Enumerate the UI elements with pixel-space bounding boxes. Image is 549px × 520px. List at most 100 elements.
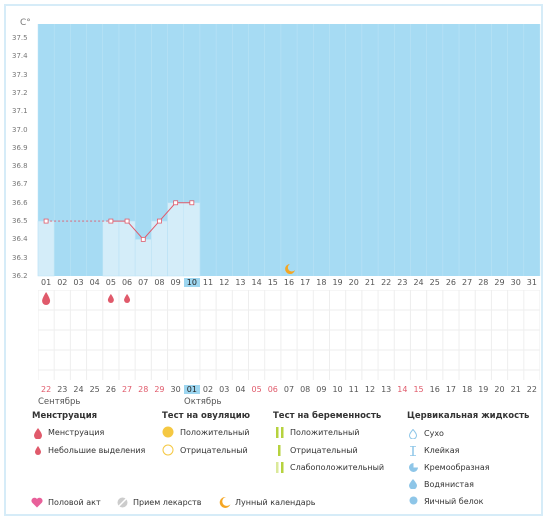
cycle-date-label[interactable]: 27 [121,385,133,394]
watery-drop-icon [409,479,417,489]
temperature-point [43,218,49,224]
cycle-date-label[interactable]: 29 [154,385,165,394]
day-label[interactable]: 21 [364,278,376,287]
temperature-chart [37,24,541,277]
y-tick-label: 36.3 [12,253,28,262]
moon-icon [285,264,295,274]
day-label[interactable]: 17 [300,278,311,287]
cycle-date-label[interactable]: 05 [251,385,262,394]
moon-icon [219,496,231,508]
day-label[interactable]: 12 [219,278,230,287]
temperature-bar [134,239,152,277]
cycle-date-label[interactable]: 22 [526,385,537,394]
day-label[interactable]: 14 [251,278,262,287]
menstruation-drop-icon [34,428,42,439]
day-label[interactable]: 08 [154,278,165,287]
cycle-date-label[interactable]: 06 [267,385,278,394]
day-label[interactable]: 26 [445,278,457,287]
day-label[interactable]: 04 [89,278,100,287]
temperature-bar [151,220,168,277]
cycle-date-label[interactable]: 01 [183,385,200,394]
day-label[interactable]: 28 [478,278,489,287]
cycle-date-label[interactable]: 11 [348,385,359,394]
day-label[interactable]: 20 [348,278,359,287]
legend-ovulation-title: Тест на овуляцию [162,411,251,421]
day-label[interactable]: 16 [283,278,295,287]
legend-cervical-creamy: Кремообразная [424,463,490,472]
cycle-date-label[interactable]: 30 [170,385,181,394]
legend-cervical-sticky: Клейкая [424,446,460,455]
temperature-point [124,218,130,224]
day-label[interactable]: 11 [202,278,214,287]
cycle-date-label[interactable]: 20 [494,385,505,394]
cycle-date-label[interactable]: 10 [332,385,343,394]
legend-cervical-egg-white: Яичный белок [424,497,484,506]
day-label[interactable]: 31 [526,278,537,287]
cycle-date-label[interactable]: 12 [364,385,376,394]
day-label[interactable]: 23 [397,278,408,287]
cycle-date-label[interactable]: 28 [138,385,149,394]
day-label[interactable]: 15 [267,278,278,287]
day-label[interactable]: 19 [332,278,343,287]
cycle-date-label[interactable]: 18 [462,385,473,394]
legend-small-discharge-item: Небольшие выделения [48,446,146,455]
y-tick-label: 36.8 [12,162,28,171]
day-label[interactable]: 09 [170,278,181,287]
y-tick-label: 36.9 [12,143,28,152]
day-label[interactable]: 27 [462,278,473,287]
cycle-date-label[interactable]: 04 [235,385,246,394]
legend-cervical-dry: Сухо [424,429,444,438]
legend-intercourse: Половой акт [48,498,101,507]
legend-pregnancy-positive: Положительный [290,428,360,437]
cycle-date-label[interactable]: 16 [429,385,440,394]
day-label[interactable]: 25 [429,278,440,287]
legend-pregnancy-title: Тест на беременность [273,411,382,421]
temperature-bar [118,220,136,277]
cycle-date-label[interactable]: 08 [300,385,311,394]
cycle-date-label[interactable]: 24 [73,385,84,394]
day-label[interactable]: 10 [183,278,200,287]
y-tick-label: 37.0 [12,125,28,134]
temperature-point [189,200,195,206]
day-label[interactable]: 07 [138,278,149,287]
cycle-date-label[interactable]: 21 [510,385,521,394]
ovulation-positive-circle-icon [162,426,174,438]
cycle-date-label[interactable]: 07 [283,385,295,394]
day-label[interactable]: 24 [413,278,424,287]
month-label-right: Октябрь [184,397,222,407]
day-label[interactable]: 13 [235,278,246,287]
small-discharge-drop-icon [124,294,131,303]
cycle-date-label[interactable]: 14 [397,385,408,394]
cycle-date-label[interactable]: 22 [41,385,52,394]
y-tick-label: 36.5 [12,217,28,226]
cycle-date-label[interactable]: 19 [478,385,489,394]
cycle-date-label[interactable]: 26 [105,385,116,394]
cycle-date-label[interactable]: 17 [445,385,457,394]
day-label[interactable]: 05 [105,278,116,287]
legend-ovulation-positive: Положительный [180,428,250,437]
cycle-date-label[interactable]: 13 [381,385,392,394]
temperature-point [173,200,179,206]
cycle-date-label[interactable]: 09 [316,385,327,394]
cycle-date-label[interactable]: 15 [413,385,424,394]
cycle-date-label[interactable]: 23 [57,385,68,394]
month-label-left: Сентябрь [38,397,81,407]
cycle-date-label[interactable]: 02 [202,385,214,394]
day-label[interactable]: 22 [381,278,392,287]
creamy-icon [409,463,418,472]
pregnancy-positive-icon [276,427,284,438]
day-label[interactable]: 29 [494,278,505,287]
day-label[interactable]: 03 [73,278,84,287]
day-label[interactable]: 02 [57,278,68,287]
y-tick-label: 36.4 [12,235,28,244]
cycle-date-label[interactable]: 03 [219,385,230,394]
menstruation-drop-icon [42,292,51,305]
day-label[interactable]: 06 [121,278,133,287]
day-label[interactable]: 01 [41,278,52,287]
y-tick-label: 37.2 [12,88,28,97]
y-tick-label: 36.6 [12,198,28,207]
day-label[interactable]: 30 [510,278,521,287]
day-label[interactable]: 18 [316,278,327,287]
cycle-date-label[interactable]: 25 [89,385,100,394]
legend-cervical-title: Цервикальная жидкость [407,411,530,421]
